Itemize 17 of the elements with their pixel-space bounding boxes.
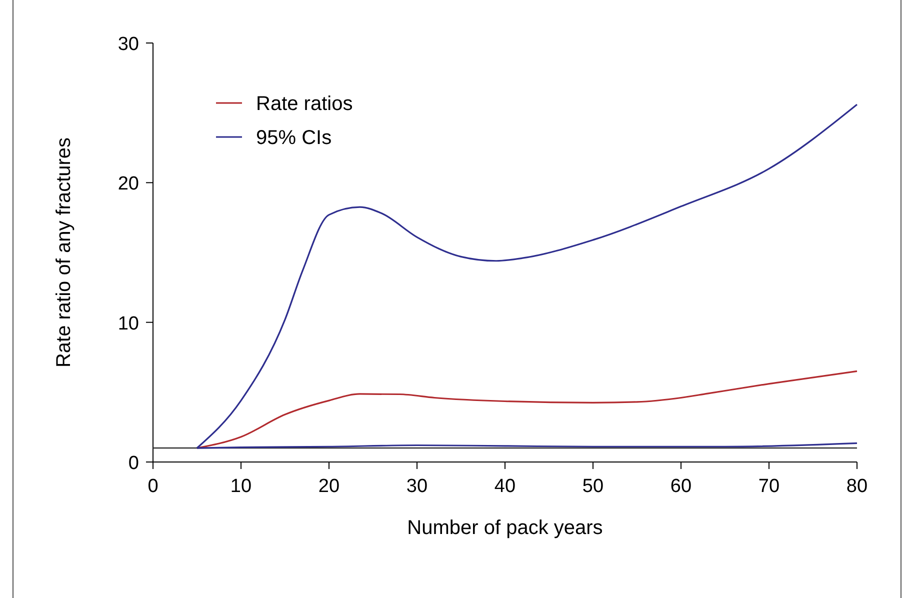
x-tick-label: 70 [758, 476, 780, 497]
x-tick-label: 10 [230, 476, 252, 497]
x-tick-label: 20 [318, 476, 340, 497]
x-tick-label: 60 [670, 476, 692, 497]
x-axis-title: Number of pack years [407, 517, 603, 539]
x-tick-label: 50 [582, 476, 604, 497]
legend-label: 95% CIs [256, 127, 332, 149]
y-tick-label: 0 [128, 453, 139, 474]
x-tick-label: 80 [846, 476, 868, 497]
x-tick-label: 30 [406, 476, 428, 497]
y-tick-label: 10 [118, 313, 139, 334]
y-axis-title: Rate ratio of any fractures [53, 137, 75, 368]
x-tick-label: 40 [494, 476, 516, 497]
x-tick-label: 0 [148, 476, 158, 497]
y-tick-label: 20 [118, 174, 139, 195]
legend-label: Rate ratios [256, 93, 353, 115]
y-tick-label: 30 [118, 34, 139, 55]
